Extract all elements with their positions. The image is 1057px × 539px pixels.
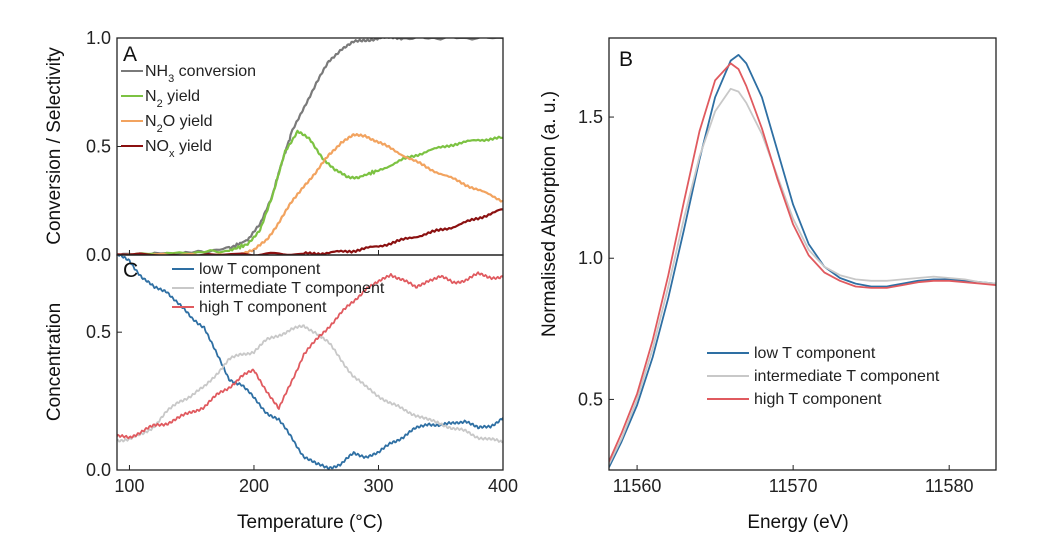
legend-label: high T component: [199, 299, 327, 316]
panel-b-xlabel: Energy (eV): [747, 512, 848, 533]
panel-a: 0.0 0.5 1.0 A Conversion / Selectivity NH3 co…: [44, 28, 504, 265]
panel-b-ylabel: Normalised Absorption (a. u.): [539, 91, 560, 337]
series-line-0: [117, 38, 503, 255]
panel-c-letter: C: [123, 259, 138, 282]
panel-b-ytick-label: 1.5: [578, 107, 603, 127]
panel-b-letter: B: [619, 48, 633, 71]
legend-label: high T component: [754, 391, 882, 408]
series-line-1: [117, 129, 503, 255]
panel-b-xtick-label: 11560: [613, 476, 662, 496]
panel-b-xtick-label: 11570: [769, 476, 818, 496]
series-line-21: [609, 87, 996, 465]
series-line-12: [117, 271, 503, 440]
legend-label: NOx yield: [145, 138, 212, 160]
panel-b-series: [609, 54, 996, 468]
series-line-3: [117, 208, 503, 255]
panel-a-ytick-label: 0.0: [86, 245, 111, 265]
series-line-22: [609, 62, 996, 462]
panel-c-ytick-label: 0.5: [86, 322, 111, 342]
panel-c-frame: [116, 254, 504, 471]
panel-c-xtick-label: 300: [363, 476, 393, 496]
legend-label: low T component: [199, 261, 321, 278]
panel-c-ytick-label: 0.0: [86, 460, 111, 480]
panel-c-xlabel: Temperature (°C): [237, 512, 383, 533]
panel-c-ylabel: Concentration: [44, 303, 65, 421]
panel-a-letter: A: [123, 43, 137, 66]
panel-a-ylabel: Conversion / Selectivity: [44, 47, 65, 245]
panel-a-series: [117, 38, 503, 255]
legend-label: NH3 conversion: [145, 63, 256, 85]
panel-c-xtick-label: 200: [239, 476, 269, 496]
panel-a-ytick-label: 0.5: [86, 137, 111, 157]
panel-c-xtick-label: 400: [488, 476, 518, 496]
panel-b-frame: [608, 37, 997, 471]
legend-label: intermediate T component: [754, 368, 940, 385]
panel-c-xtick-label: 100: [114, 476, 144, 496]
series-line-20: [609, 54, 996, 468]
series-line-11: [117, 324, 503, 444]
panel-b-xtick-label: 11580: [925, 476, 974, 496]
legend-label: N2 yield: [145, 88, 200, 110]
series-line-2: [117, 133, 503, 255]
legend-label: intermediate T component: [199, 280, 385, 297]
panel-c: 0.0 0.5 100 200 300 400 C Temperature (°C) Conce…: [44, 254, 518, 533]
legend-label: N2O yield: [145, 113, 212, 135]
panel-a-ytick-label: 1.0: [86, 28, 111, 48]
panel-b-ytick-label: 0.5: [578, 389, 603, 409]
legend-label: low T component: [754, 345, 876, 362]
panel-b-ytick-label: 1.0: [578, 248, 603, 268]
panel-b: 0.5 1.0 1.5 11560 11570 11580 B Energy (eV) Norm…: [539, 37, 997, 533]
